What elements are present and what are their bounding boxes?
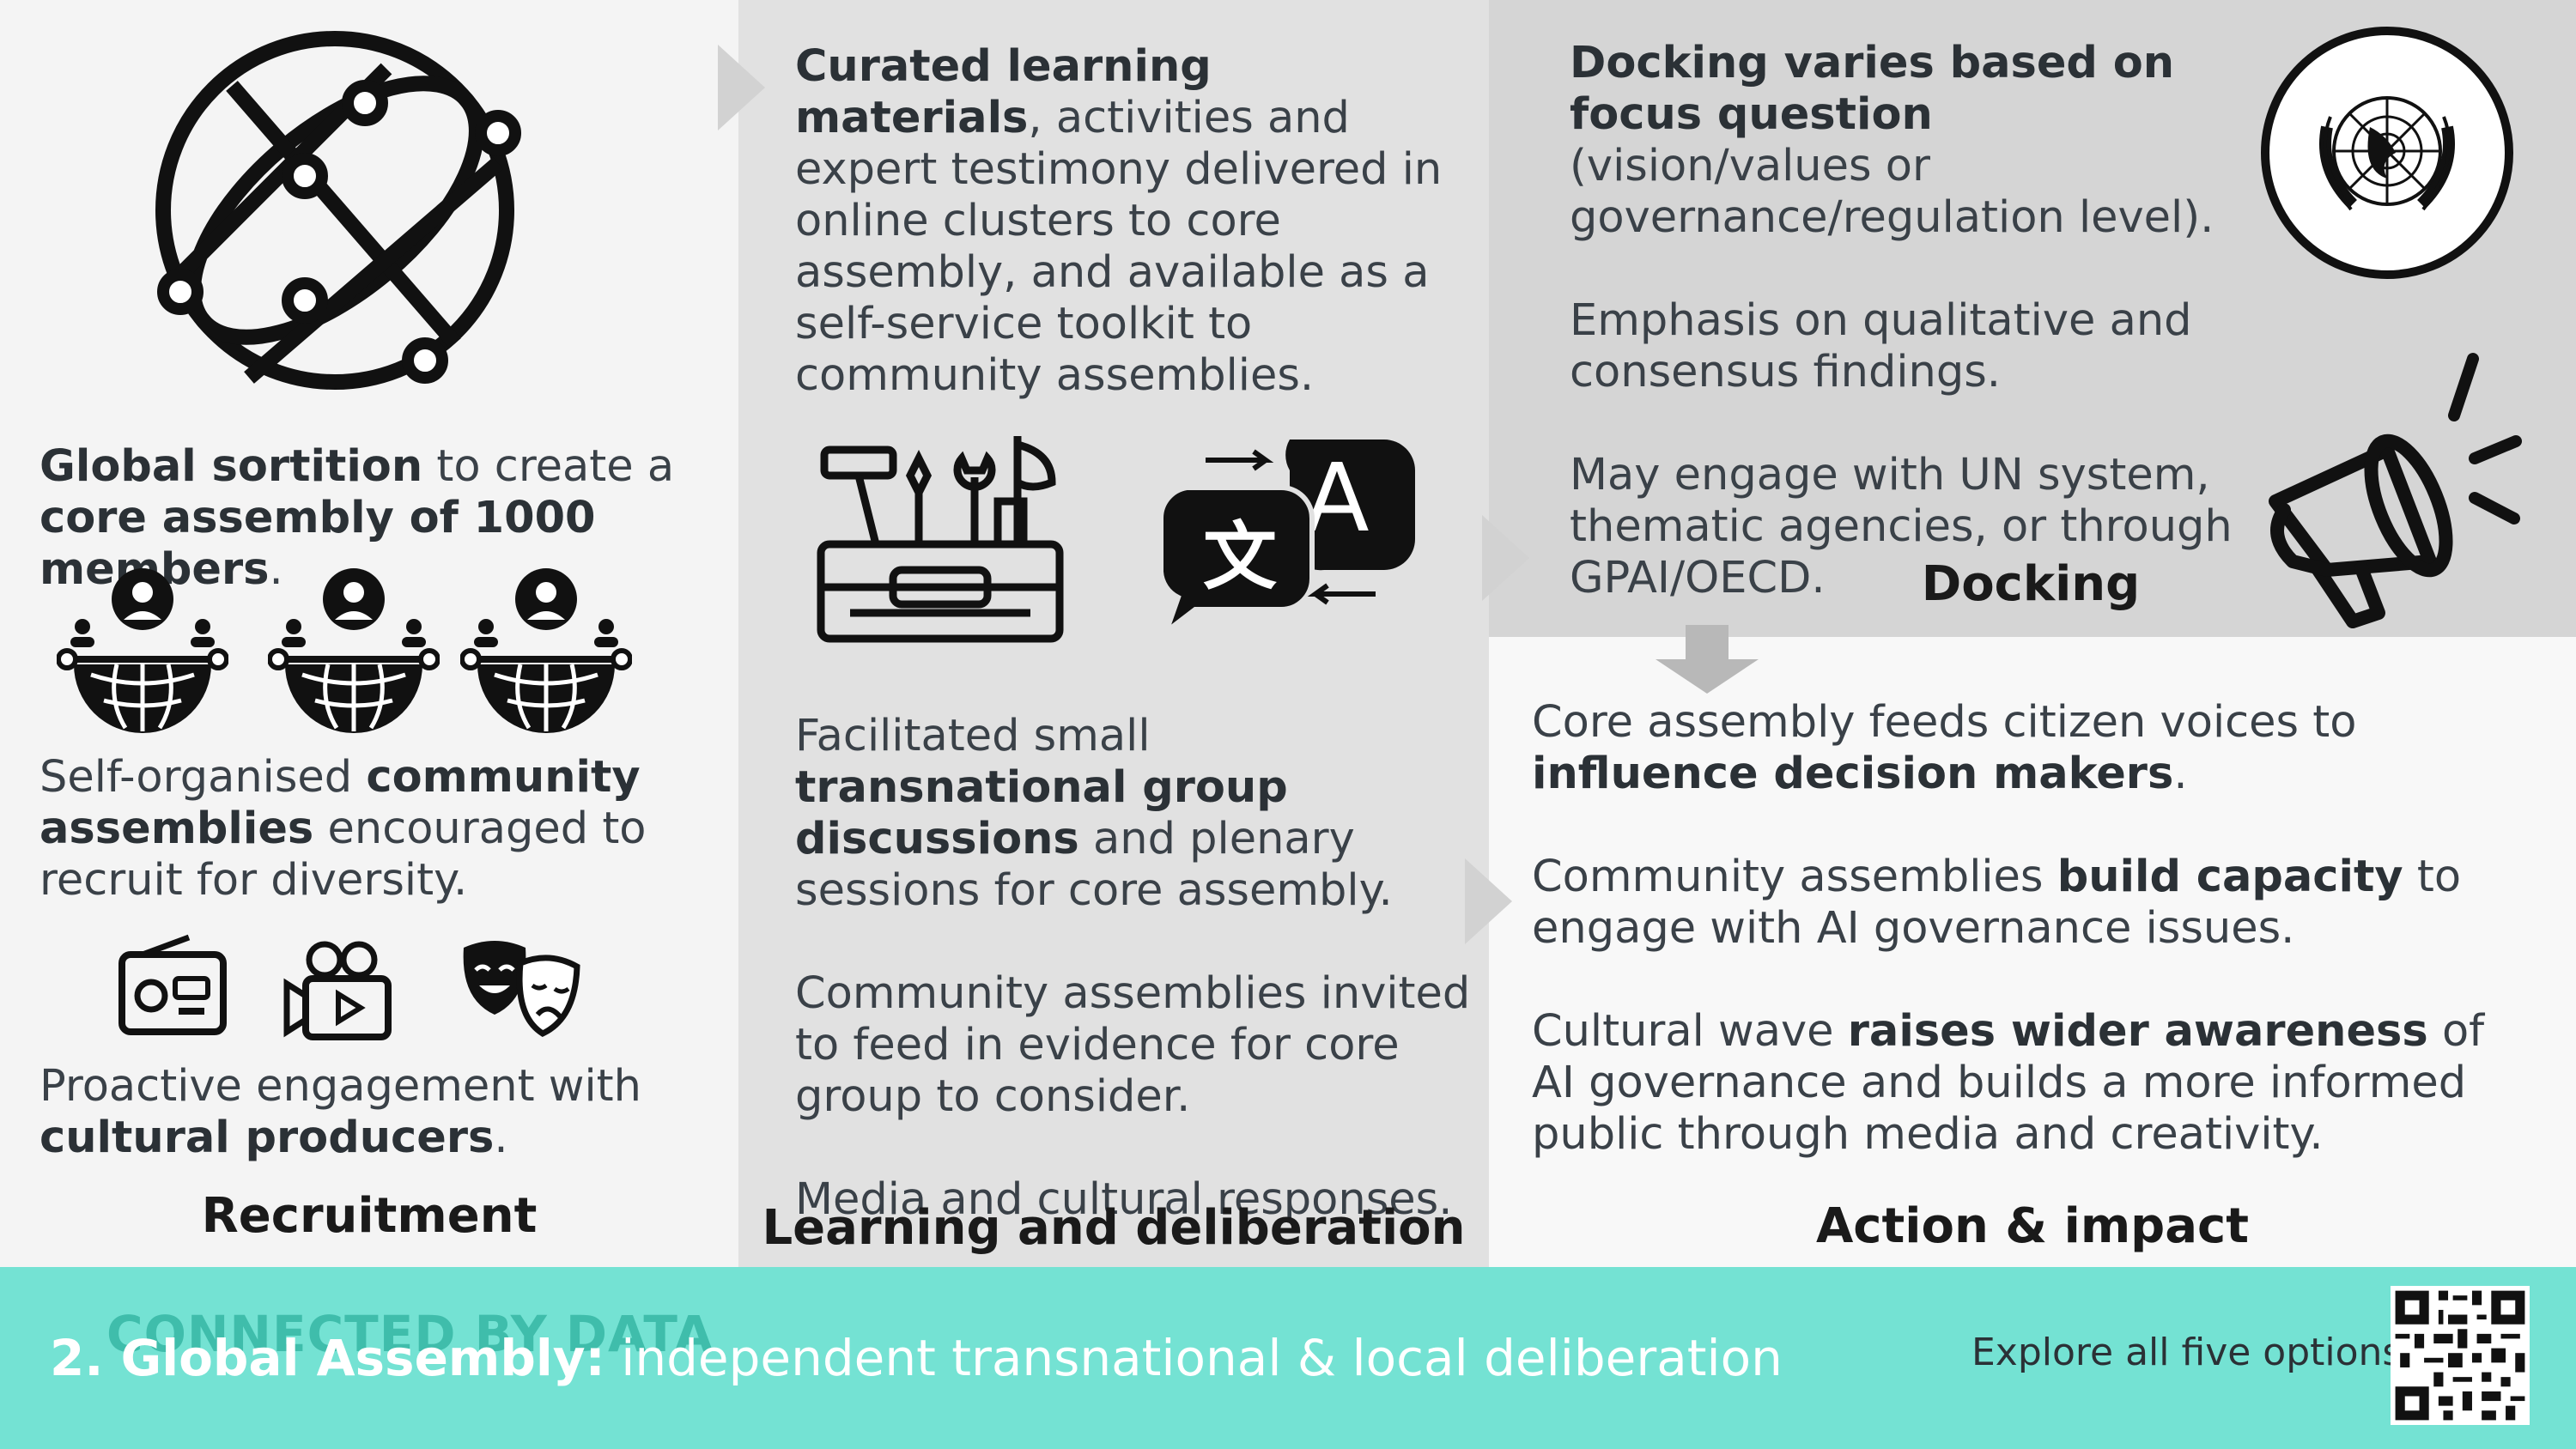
arrow-down-icon xyxy=(1656,625,1759,694)
explore-label: Explore all five options: xyxy=(1971,1331,2415,1374)
megaphone-icon xyxy=(2269,353,2522,628)
action-heading: Action & impact xyxy=(1815,1198,2250,1254)
community-globe-icon xyxy=(57,568,228,733)
globe-network-icon xyxy=(155,31,521,390)
un-emblem-icon xyxy=(2261,27,2513,279)
qr-code-icon[interactable] xyxy=(2391,1286,2530,1425)
community-globe-icon xyxy=(268,568,440,733)
arrow-right-icon xyxy=(718,45,765,130)
svg-text:文: 文 xyxy=(1203,514,1277,600)
translate-icon: A 文 xyxy=(1161,440,1415,634)
community-globe-icon xyxy=(460,568,632,733)
docking-heading: Docking xyxy=(1921,556,2141,612)
brand-logo: CONNECTED BY DATA xyxy=(106,1305,714,1363)
learning-heading: Learning and deliberation xyxy=(762,1200,1466,1256)
recruitment-text-3: Proactive engagement with cultural produ… xyxy=(39,1061,642,1163)
learning-text-2: Facilitated small transnational group di… xyxy=(795,711,1471,1225)
arrow-right-icon xyxy=(1465,858,1512,944)
recruitment-panel xyxy=(0,0,738,1267)
footer-title: 2. Global Assembly: independent transnat… xyxy=(50,1329,1783,1387)
video-camera-icon xyxy=(283,941,392,1040)
recruitment-text-2: Self-organised community assemblies enco… xyxy=(39,752,647,906)
theatre-masks-icon xyxy=(463,941,580,1037)
arrow-right-icon xyxy=(1482,515,1529,601)
learning-text-1: Curated learning materials, activities a… xyxy=(795,41,1443,401)
footer-bar xyxy=(0,1267,2576,1449)
recruitment-heading: Recruitment xyxy=(201,1188,538,1244)
radio-icon xyxy=(118,934,227,1035)
action-text: Core assembly feeds citizen voices to in… xyxy=(1532,697,2485,1160)
svg-text:A: A xyxy=(1304,443,1369,553)
docking-text: Docking varies based on focus question (… xyxy=(1570,38,2233,603)
action-panel xyxy=(1489,637,2576,1267)
toolbox-icon xyxy=(817,436,1064,643)
